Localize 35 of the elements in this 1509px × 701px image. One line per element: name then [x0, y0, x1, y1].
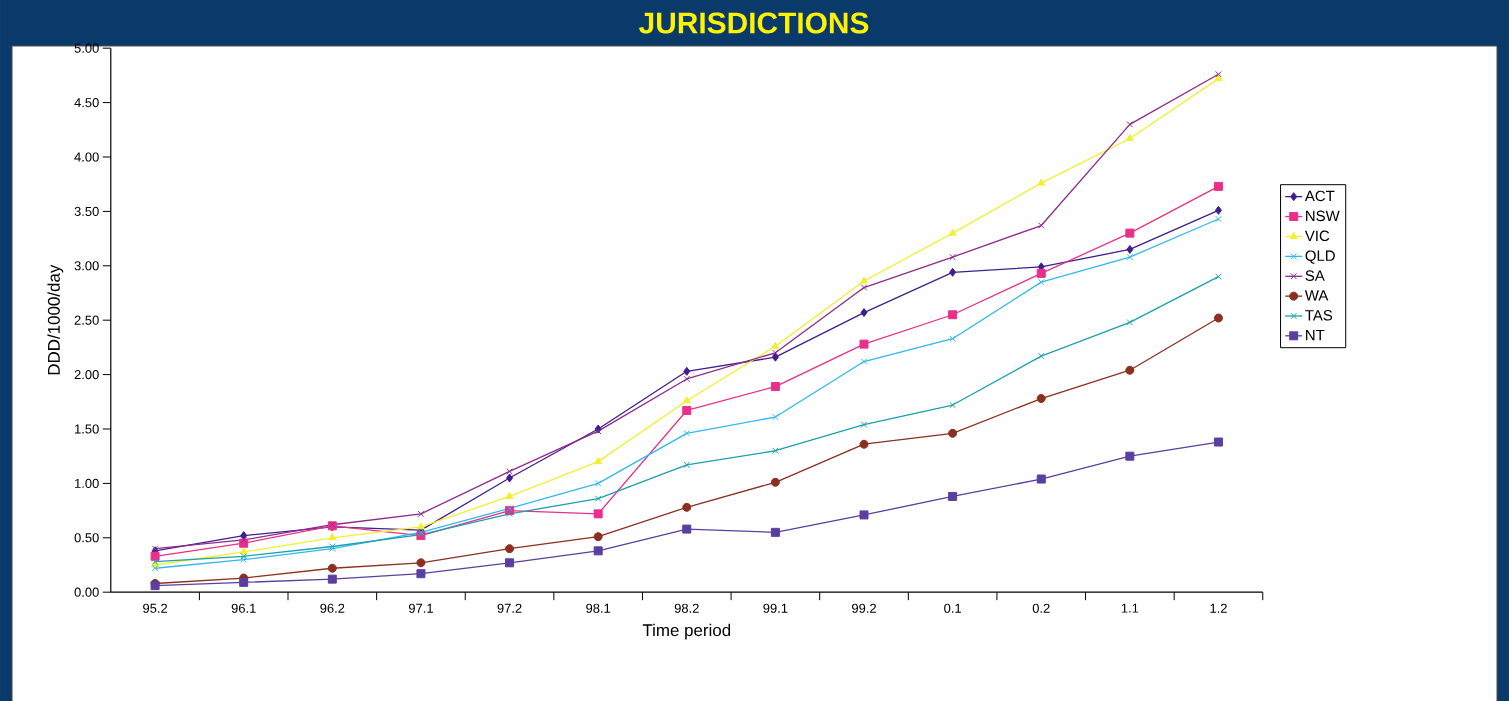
legend-label: VIC	[1304, 230, 1330, 241]
x-tick-label: 97.2	[497, 603, 522, 613]
x-tick-label: 97.1	[408, 603, 433, 613]
x-tick-label: 98.2	[674, 603, 699, 613]
x-tick-label: 99.1	[763, 603, 788, 613]
x-tick-label: 98.1	[586, 603, 611, 613]
legend-label: TAS	[1305, 309, 1333, 321]
y-tick-label: 4.00	[74, 152, 99, 162]
y-axis-title: DDD/1000/day	[47, 264, 64, 375]
x-axis-title: Time period	[642, 623, 731, 640]
legend-label: ACT	[1304, 190, 1335, 202]
y-tick-label: 4.50	[74, 97, 99, 107]
y-tick-label: 3.00	[74, 260, 99, 271]
legend-label: NT	[1306, 329, 1325, 340]
x-tick-label: 99.2	[852, 603, 876, 613]
x-tick-label: 1.2	[1210, 603, 1227, 613]
x-tick-label: 96.1	[231, 603, 256, 613]
x-tick-label: 0.2	[1032, 603, 1050, 613]
legend-label: WA	[1304, 290, 1329, 301]
y-tick-label: 2.50	[74, 315, 99, 325]
y-tick-label: 1.50	[75, 424, 99, 434]
legend-label: QLD	[1305, 250, 1335, 264]
x-tick-label: 96.2	[320, 603, 345, 613]
y-tick-label: 3.50	[74, 206, 99, 216]
legend-label: SA	[1305, 270, 1325, 281]
legend-label: NSW	[1306, 210, 1340, 221]
y-tick-label: 5.00	[74, 43, 99, 53]
y-tick-label: 2.00	[74, 369, 99, 379]
y-tick-label: 0.00	[74, 587, 99, 597]
x-tick-label: 1.1	[1121, 603, 1139, 613]
x-tick-label: 95.2	[143, 603, 168, 613]
chart-title: JURISDICTIONS	[639, 12, 869, 34]
y-tick-label: 0.50	[74, 532, 99, 543]
x-tick-label: 0.1	[944, 603, 961, 613]
y-tick-label: 1.00	[75, 478, 99, 488]
